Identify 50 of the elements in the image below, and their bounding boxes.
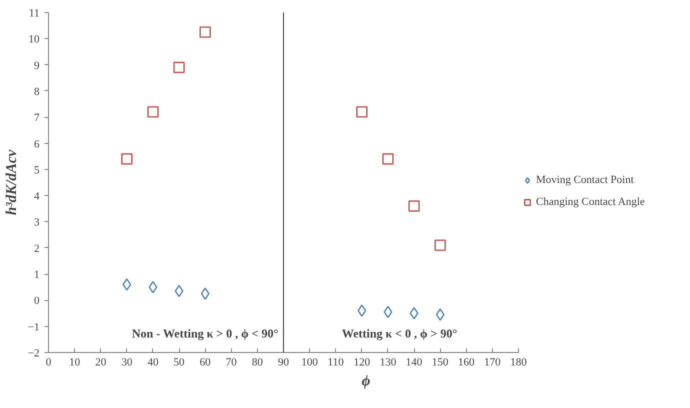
point <box>358 304 366 317</box>
x-tick-label: 20 <box>95 356 107 368</box>
x-tick-label: 40 <box>147 356 159 368</box>
x-tick-label: 130 <box>380 356 397 368</box>
y-tick-label: 3 <box>34 216 40 229</box>
x-tick-label: 110 <box>328 356 344 368</box>
y-tick-label: 2 <box>34 242 40 255</box>
legend-label: Changing Contact Angle <box>536 196 645 208</box>
y-tick-label: −1 <box>28 321 40 334</box>
x-tick-label: 120 <box>354 356 371 368</box>
point <box>382 153 394 165</box>
point <box>147 106 159 118</box>
point <box>173 62 185 74</box>
annotation: Non - Wetting κ > 0 , ϕ < 90° <box>132 326 278 340</box>
x-tick-label: 140 <box>406 356 423 368</box>
x-tick-label: 100 <box>301 356 318 368</box>
point <box>434 240 446 251</box>
x-tick-label: 10 <box>69 356 81 368</box>
y-tick-label: 6 <box>34 138 40 150</box>
x-tick-label: 90 <box>278 356 290 368</box>
legend-label: Moving Contact Point <box>536 174 634 186</box>
y-tick-label: 5 <box>34 164 40 176</box>
y-tick-label: 0 <box>34 295 40 308</box>
y-tick-label: 1 <box>34 269 40 282</box>
x-tick-label: 160 <box>458 356 476 368</box>
x-tick-label: 150 <box>432 356 449 368</box>
x-tick-label: 60 <box>200 356 212 368</box>
point <box>408 200 420 212</box>
point <box>121 153 132 165</box>
x-tick-label: 0 <box>46 356 52 368</box>
point <box>200 288 210 300</box>
y-tick-label: 11 <box>28 8 40 20</box>
x-tick-label: 80 <box>252 356 264 368</box>
y-axis-title: h³dK/dAcv <box>4 149 20 216</box>
x-tick-label: 50 <box>174 356 186 368</box>
point <box>410 307 418 320</box>
x-tick-label: 170 <box>484 356 502 368</box>
x-tick-label: 180 <box>510 356 528 368</box>
point <box>356 106 368 118</box>
point <box>200 26 211 38</box>
y-tick-label: 8 <box>34 86 40 98</box>
y-tick-label: 7 <box>34 112 40 124</box>
y-tick-label: 9 <box>34 60 40 72</box>
y-tick-label: 10 <box>28 34 40 46</box>
x-tick-label: 30 <box>121 356 133 368</box>
x-tick-label: 70 <box>226 356 238 368</box>
y-tick-label: −2 <box>28 348 40 360</box>
x-axis-title: ϕ <box>362 374 371 390</box>
y-tick-label: 4 <box>34 190 40 203</box>
annotation: Wetting κ < 0 , ϕ > 90° <box>342 326 458 340</box>
